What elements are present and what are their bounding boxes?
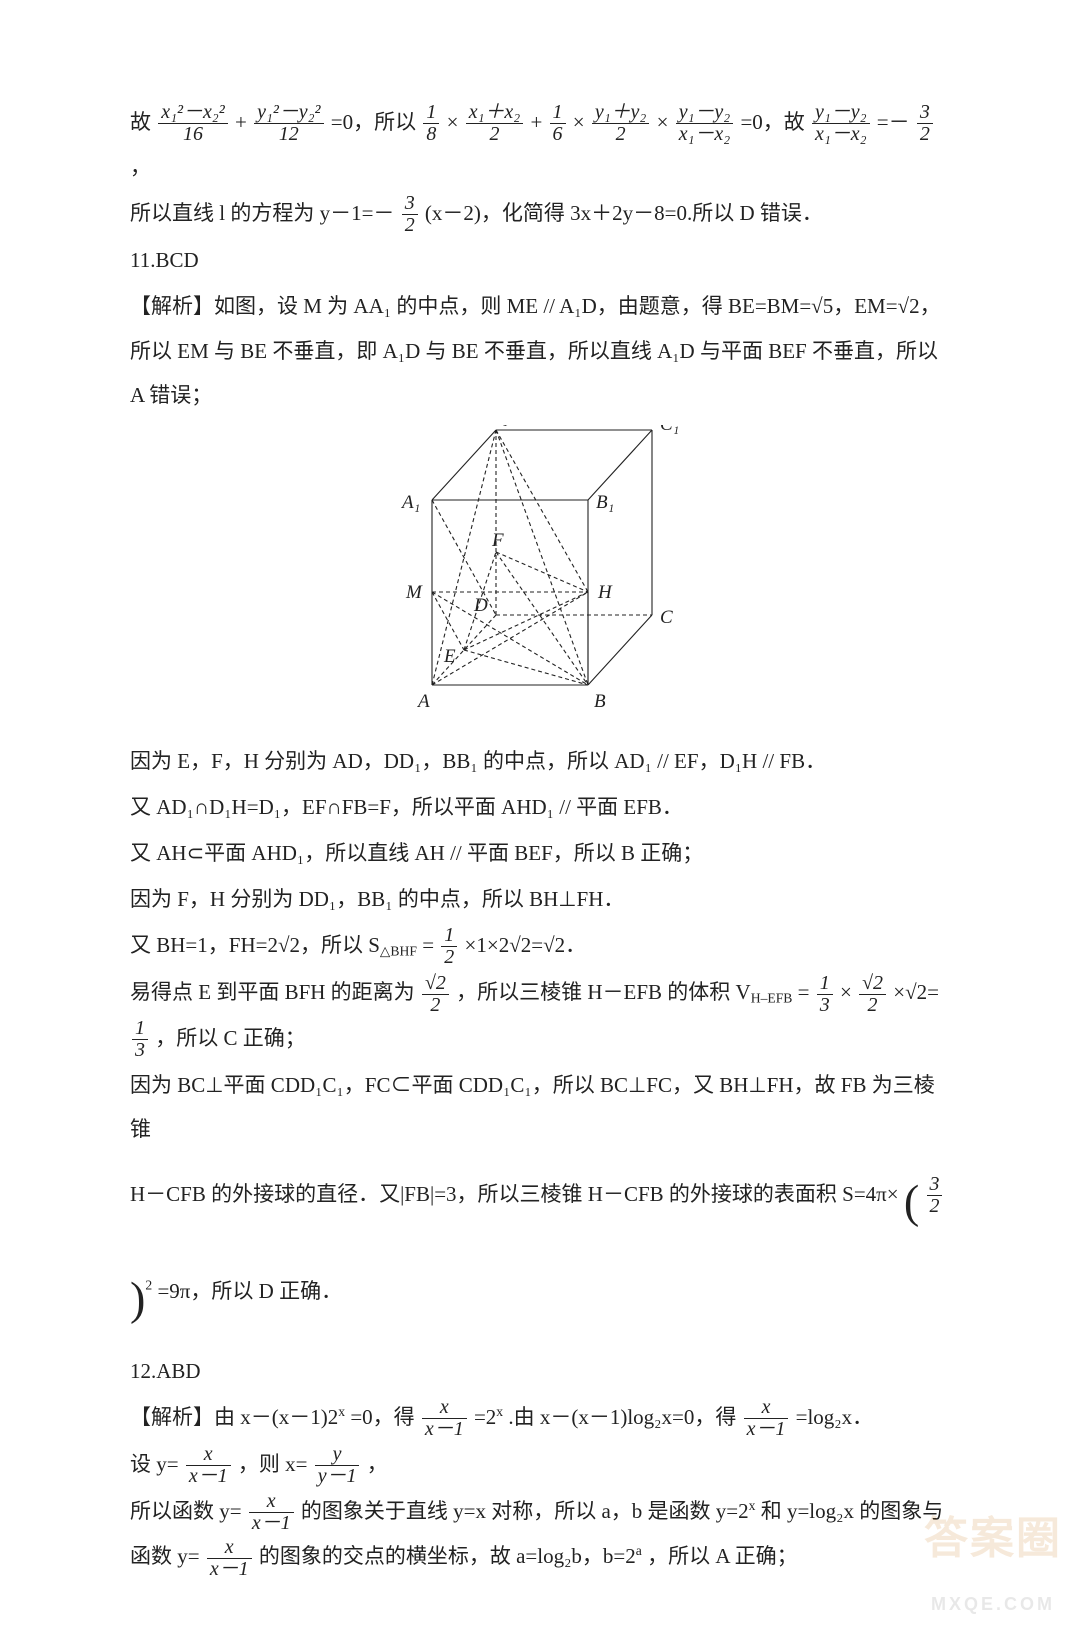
q12-p1: 【解析】由 x－(x－1)2x =0，得 xx－1 =2x .由 x－(x－1)… <box>130 1395 950 1440</box>
frac: xx－1 <box>207 1538 252 1580</box>
q11-answer: 11.BCD <box>130 238 950 282</box>
q11-p6: 又 BH=1，FH=2√2，所以 S△BHF = 12 ×1×2√2=√2． <box>130 923 950 968</box>
q11-p8: 因为 BC⊥平面 CDD₁C₁，FC⊂平面 CDD₁C₁，所以 BC⊥FC，又 … <box>130 1063 950 1151</box>
watermark-line2: MXQE.COM <box>924 1586 1062 1624</box>
svg-text:F: F <box>491 530 504 551</box>
left-paren-icon: ( <box>904 1153 919 1250</box>
frac: x₁＋x₂2 <box>466 103 524 145</box>
frac: y₁－y₂x₁－x₂ <box>812 103 870 145</box>
frac: xx－1 <box>422 1398 467 1440</box>
q11-p5: 因为 F，H 分别为 DD₁，BB₁ 的中点，所以 BH⊥FH． <box>130 877 950 921</box>
frac: √22 <box>422 974 449 1016</box>
q11-p3: 又 AD₁∩D₁H=D₁，EF∩FB=F，所以平面 AHD₁ // 平面 EFB… <box>130 785 950 829</box>
line-ellipse-eq-a: 故 x₁²－x₂²16 + y₁²－y₂²12 =0，所以 18 × x₁＋x₂… <box>130 100 950 189</box>
svg-text:D: D <box>473 595 488 616</box>
q11-p7: 易得点 E 到平面 BFH 的距离为 √22 ，所以三棱锥 H－EFB 的体积 … <box>130 970 950 1060</box>
svg-text:B₁: B₁ <box>596 492 614 513</box>
q11-p4: 又 AH⊂平面 AHD₁，所以直线 AH // 平面 BEF，所以 B 正确； <box>130 831 950 875</box>
q12-p2: 设 y= xx－1 ，则 x= yy－1 ， <box>130 1442 950 1487</box>
svg-text:D₁: D₁ <box>487 425 508 427</box>
frac: 18 <box>423 103 439 145</box>
q11-p2: 因为 E，F，H 分别为 AD，DD₁，BB₁ 的中点，所以 AD₁ // EF… <box>130 739 950 783</box>
frac: yy－1 <box>315 1445 360 1487</box>
t: 故 <box>130 110 151 134</box>
frac: y₁－y₂x₁－x₂ <box>676 103 734 145</box>
q11-p9: H－CFB 的外接球的直径．又|FB|=3，所以三棱锥 H－CFB 的外接球的表… <box>130 1153 950 1347</box>
frac: 13 <box>132 1019 148 1061</box>
frac: xx－1 <box>249 1492 294 1534</box>
frac: 32 <box>917 103 933 145</box>
svg-text:A₁: A₁ <box>400 492 420 513</box>
q12-answer: 12.ABD <box>130 1349 950 1393</box>
cube-diagram-wrap: A B C D A₁ B₁ C₁ D₁ E F H M <box>130 425 950 725</box>
right-paren-icon: ) <box>130 1250 145 1347</box>
svg-text:C: C <box>660 607 673 628</box>
q12-p3: 所以函数 y= xx－1 的图象关于直线 y=x 对称，所以 a，b 是函数 y… <box>130 1489 950 1579</box>
svg-text:B: B <box>594 691 606 710</box>
frac: y₁²－y₂²12 <box>254 103 323 145</box>
frac: y₁＋y₂2 <box>592 103 650 145</box>
frac: 13 <box>817 974 833 1016</box>
svg-text:H: H <box>597 582 613 603</box>
frac: 32 <box>402 194 418 236</box>
svg-text:A: A <box>416 691 430 710</box>
frac: xx－1 <box>744 1398 789 1440</box>
line-ellipse-eq-b: 所以直线 l 的方程为 y－1=－ 32 (x－2)，化简得 3x＋2y－8=0… <box>130 191 950 236</box>
frac: xx－1 <box>186 1445 231 1487</box>
svg-text:M: M <box>405 582 423 603</box>
frac: 32 <box>927 1175 943 1217</box>
svg-text:C₁: C₁ <box>660 425 679 435</box>
frac: 12 <box>441 926 457 968</box>
frac: x₁²－x₂²16 <box>158 103 227 145</box>
frac: √22 <box>859 974 886 1016</box>
frac: 16 <box>550 103 566 145</box>
q11-p1: 【解析】如图，设 M 为 AA₁ 的中点，则 ME // A₁D，由题意，得 B… <box>130 284 950 416</box>
cube-diagram: A B C D A₁ B₁ C₁ D₁ E F H M <box>390 425 690 710</box>
svg-text:E: E <box>443 646 456 667</box>
